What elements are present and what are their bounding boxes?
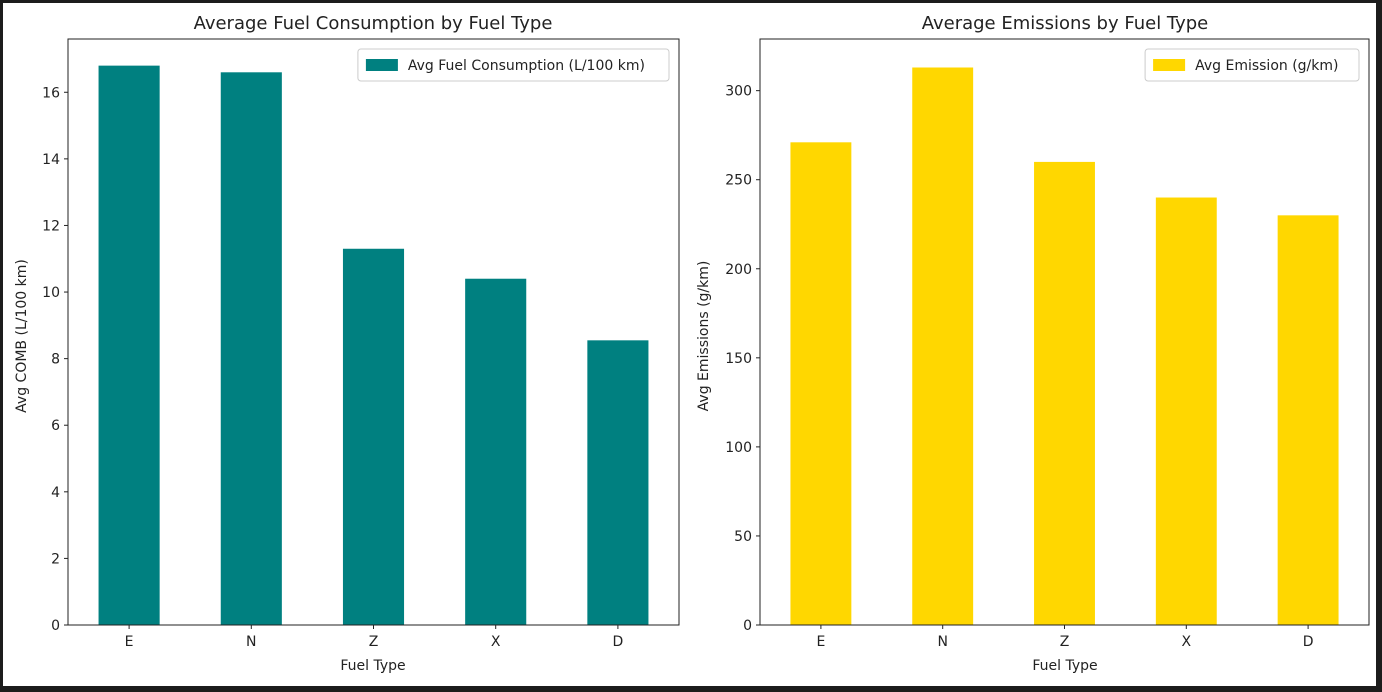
legend-label: Avg Fuel Consumption (L/100 km) [408, 58, 645, 74]
y-tick-label: 16 [42, 85, 60, 101]
x-tick-label: N [937, 634, 947, 650]
y-tick-label: 4 [51, 485, 60, 501]
y-tick-label: 2 [51, 551, 60, 567]
legend: Avg Emission (g/km) [1144, 48, 1360, 82]
legend-swatch [365, 59, 398, 71]
bar-z [1034, 161, 1095, 625]
bar-e [790, 142, 852, 625]
legend: Avg Fuel Consumption (L/100 km) [357, 48, 670, 82]
chart-canvas: Average Fuel Consumption by Fuel Type Fu… [14, 13, 1370, 674]
y-tick-label: 200 [725, 262, 752, 278]
x-tick-label: N [246, 634, 256, 650]
legend-box [1144, 48, 1360, 82]
chart-title: Average Emissions by Fuel Type [922, 13, 1209, 34]
y-axis-label: Avg COMB (L/100 km) [14, 259, 30, 413]
y-tick-label: 50 [734, 529, 752, 545]
y-axis-label: Avg Emissions (g/km) [696, 261, 712, 412]
x-axis-label: Fuel Type [340, 658, 405, 674]
y-tick-label: 10 [42, 285, 60, 301]
bar-d [1277, 215, 1339, 625]
emissions-chart: Average Emissions by Fuel Type Fuel Type… [696, 13, 1370, 674]
y-tick-label: 0 [51, 618, 60, 634]
y-tick-label: 12 [42, 218, 60, 234]
y-tick-label: 14 [42, 152, 60, 168]
y-tick-label: 8 [51, 352, 60, 368]
bar-x [1155, 197, 1217, 625]
chart-title: Average Fuel Consumption by Fuel Type [194, 13, 553, 34]
x-tick-label: Z [1060, 634, 1070, 650]
y-tick-label: 300 [725, 84, 752, 100]
bar-d [587, 340, 649, 625]
bar-x [465, 278, 527, 625]
bar-z [342, 248, 405, 626]
legend-swatch [1153, 59, 1186, 71]
x-tick-label: X [491, 634, 501, 650]
x-tick-label: D [1303, 634, 1314, 650]
y-tick-label: 100 [725, 440, 752, 456]
x-tick-label: E [816, 634, 825, 650]
x-tick-label: Z [369, 634, 379, 650]
plot-frame [67, 38, 680, 626]
x-axis-label: Fuel Type [1032, 658, 1097, 674]
legend-label: Avg Emission (g/km) [1195, 58, 1338, 74]
bar-n [220, 72, 282, 625]
figure: Average Fuel Consumption by Fuel Type Fu… [3, 3, 1376, 686]
fuel-consumption-chart: Average Fuel Consumption by Fuel Type Fu… [14, 13, 680, 674]
y-tick-label: 150 [725, 351, 752, 367]
legend-box [357, 48, 670, 82]
x-tick-label: D [613, 634, 624, 650]
y-tick-label: 6 [51, 418, 60, 434]
bar-n [912, 67, 974, 626]
x-tick-label: X [1182, 634, 1192, 650]
y-tick-label: 250 [725, 173, 752, 189]
bar-e [98, 65, 160, 626]
y-tick-label: 0 [743, 618, 752, 634]
x-tick-label: E [125, 634, 134, 650]
plot-frame [759, 38, 1370, 626]
